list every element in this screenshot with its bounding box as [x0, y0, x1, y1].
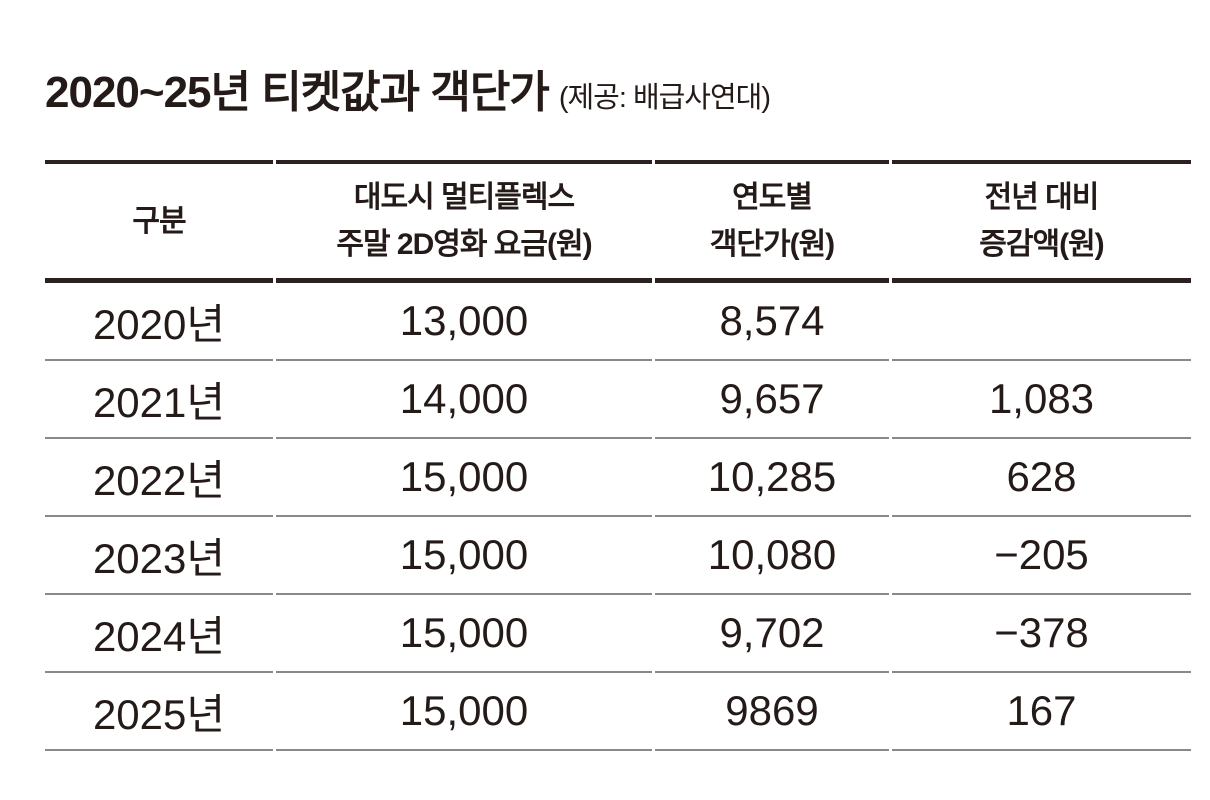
title-block: 2020~25년 티켓값과 객단가 (제공: 배급사연대) [0, 0, 1210, 120]
cell-avg-price: 10,080 [655, 517, 889, 595]
cell-year: 2025년 [45, 673, 273, 751]
cell-year: 2023년 [45, 517, 273, 595]
cell-avg-price: 9,657 [655, 361, 889, 439]
cell-yoy-change: 1,083 [892, 361, 1191, 439]
cell-yoy-change: −205 [892, 517, 1191, 595]
cell-year: 2021년 [45, 361, 273, 439]
table-row: 2022년 15,000 10,285 628 [45, 439, 1191, 517]
col-header-category: 구분 [45, 160, 273, 283]
page-title: 2020~25년 티켓값과 객단가 [45, 68, 550, 117]
table-row: 2023년 15,000 10,080 −205 [45, 517, 1191, 595]
cell-yoy-change: 167 [892, 673, 1191, 751]
cell-year: 2020년 [45, 283, 273, 361]
table-row: 2020년 13,000 8,574 [45, 283, 1191, 361]
cell-year: 2024년 [45, 595, 273, 673]
cell-ticket-price: 13,000 [276, 283, 652, 361]
ticket-price-table: 구분 대도시 멀티플렉스 주말 2D영화 요금(원) 연도별 객단가(원) 전년… [42, 160, 1194, 751]
col-header-avg-price: 연도별 객단가(원) [655, 160, 889, 283]
table-row: 2024년 15,000 9,702 −378 [45, 595, 1191, 673]
cell-avg-price: 10,285 [655, 439, 889, 517]
col-header-label: 주말 2D영화 요금(원) [336, 228, 592, 261]
table-row: 2025년 15,000 9869 167 [45, 673, 1191, 751]
col-header-yoy-change: 전년 대비 증감액(원) [892, 160, 1191, 283]
cell-avg-price: 8,574 [655, 283, 889, 361]
header-row: 구분 대도시 멀티플렉스 주말 2D영화 요금(원) 연도별 객단가(원) 전년… [45, 160, 1191, 283]
table-row: 2021년 14,000 9,657 1,083 [45, 361, 1191, 439]
col-header-label: 증감액(원) [979, 228, 1104, 261]
cell-yoy-change: 628 [892, 439, 1191, 517]
col-header-label: 대도시 멀티플렉스 [353, 181, 575, 214]
title-source: (제공: 배급사연대) [558, 82, 771, 114]
cell-ticket-price: 15,000 [276, 673, 652, 751]
cell-ticket-price: 15,000 [276, 595, 652, 673]
cell-ticket-price: 14,000 [276, 361, 652, 439]
cell-yoy-change: −378 [892, 595, 1191, 673]
cell-ticket-price: 15,000 [276, 517, 652, 595]
cell-ticket-price: 15,000 [276, 439, 652, 517]
col-header-label: 전년 대비 [984, 181, 1100, 214]
col-header-ticket-price: 대도시 멀티플렉스 주말 2D영화 요금(원) [276, 160, 652, 283]
cell-year: 2022년 [45, 439, 273, 517]
cell-yoy-change [892, 283, 1191, 361]
col-header-label: 객단가(원) [709, 228, 835, 261]
cell-avg-price: 9,702 [655, 595, 889, 673]
col-header-label: 구분 [132, 204, 186, 238]
col-header-label: 연도별 [732, 181, 813, 214]
cell-avg-price: 9869 [655, 673, 889, 751]
